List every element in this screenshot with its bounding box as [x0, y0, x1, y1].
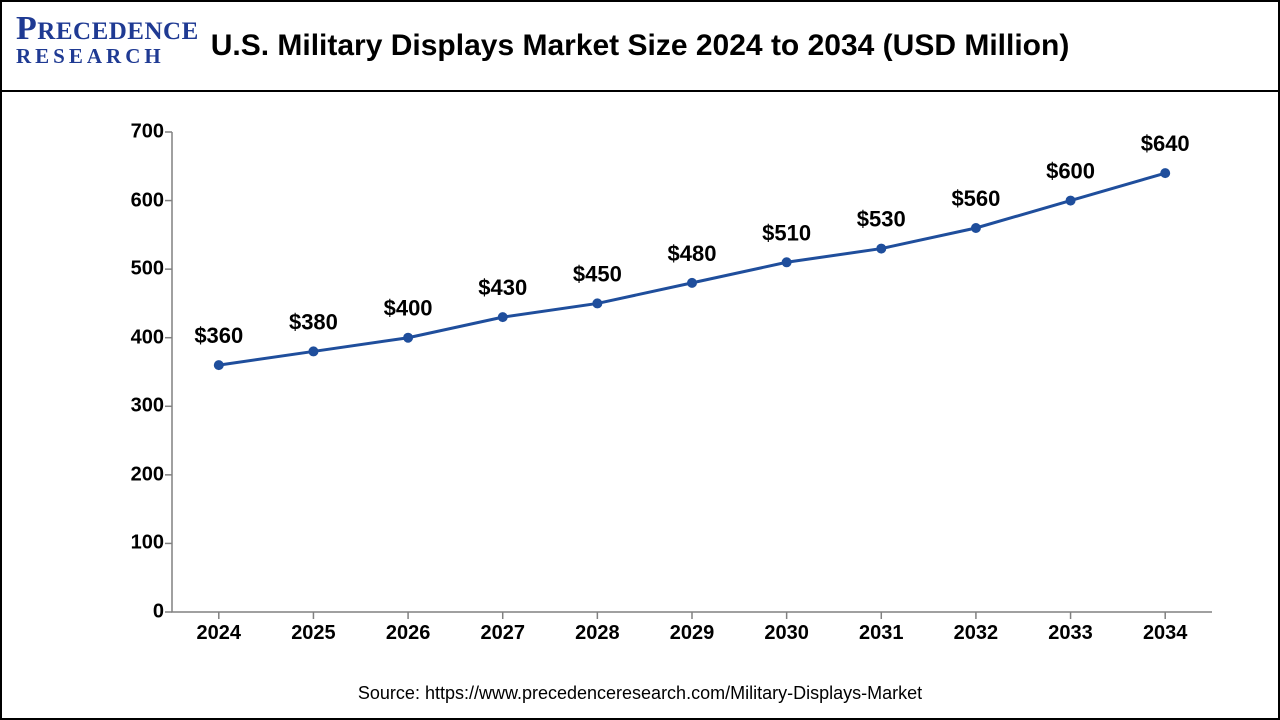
header-bar: PRECEDENCE RESEARCH U.S. Military Displa…	[2, 2, 1278, 92]
source-citation: Source: https://www.precedenceresearch.c…	[2, 683, 1278, 704]
y-tick-label: 300	[131, 395, 164, 418]
data-marker	[214, 361, 223, 370]
y-tick-label: 500	[131, 258, 164, 281]
y-tick-label: 100	[131, 532, 164, 555]
data-label: $640	[1141, 131, 1190, 156]
x-tick-label: 2034	[1143, 622, 1188, 645]
x-tick-label: 2026	[386, 622, 431, 645]
data-marker	[498, 313, 507, 322]
x-tick-label: 2032	[954, 622, 999, 645]
x-tick-label: 2030	[764, 622, 809, 645]
data-marker	[404, 333, 413, 342]
line-chart-svg: $360 $380 $400 $430 $450 $480 $510 $530 $560 $600…	[172, 132, 1212, 612]
y-tick-label: 400	[131, 326, 164, 349]
data-marker	[971, 224, 980, 233]
y-tick-label: 700	[131, 121, 164, 144]
y-tick-label: 200	[131, 463, 164, 486]
x-tick-label: 2033	[1048, 622, 1093, 645]
data-label: $510	[762, 220, 811, 245]
data-label: $530	[857, 207, 906, 232]
x-tick-label: 2029	[670, 622, 715, 645]
plot-region: $360 $380 $400 $430 $450 $480 $510 $530 $560 $600…	[172, 132, 1212, 612]
data-label: $600	[1046, 159, 1095, 184]
x-tick-label: 2031	[859, 622, 904, 645]
data-label: $430	[478, 275, 527, 300]
chart-area: $360 $380 $400 $430 $450 $480 $510 $530 $560 $600…	[62, 112, 1242, 652]
logo-line1-rest: RECEDENCE	[37, 18, 198, 45]
y-tick-label: 0	[153, 601, 164, 624]
data-marker	[1066, 196, 1075, 205]
data-marker	[877, 244, 886, 253]
data-marker	[688, 278, 697, 287]
logo-line1: PRECEDENCE	[16, 10, 199, 48]
data-label: $450	[573, 261, 622, 286]
data-label: $380	[289, 309, 338, 334]
x-tick-label: 2024	[197, 622, 242, 645]
data-marker	[1161, 169, 1170, 178]
y-tick-label: 600	[131, 189, 164, 212]
chart-container: PRECEDENCE RESEARCH U.S. Military Displa…	[0, 0, 1280, 720]
data-label: $480	[668, 241, 717, 266]
x-tick-label: 2025	[291, 622, 336, 645]
data-label: $400	[384, 296, 433, 321]
data-marker	[309, 347, 318, 356]
data-label: $560	[951, 186, 1000, 211]
data-marker	[782, 258, 791, 267]
x-tick-label: 2027	[480, 622, 525, 645]
brand-logo: PRECEDENCE RESEARCH	[16, 10, 199, 69]
data-label: $360	[194, 323, 243, 348]
data-marker	[593, 299, 602, 308]
x-tick-label: 2028	[575, 622, 620, 645]
